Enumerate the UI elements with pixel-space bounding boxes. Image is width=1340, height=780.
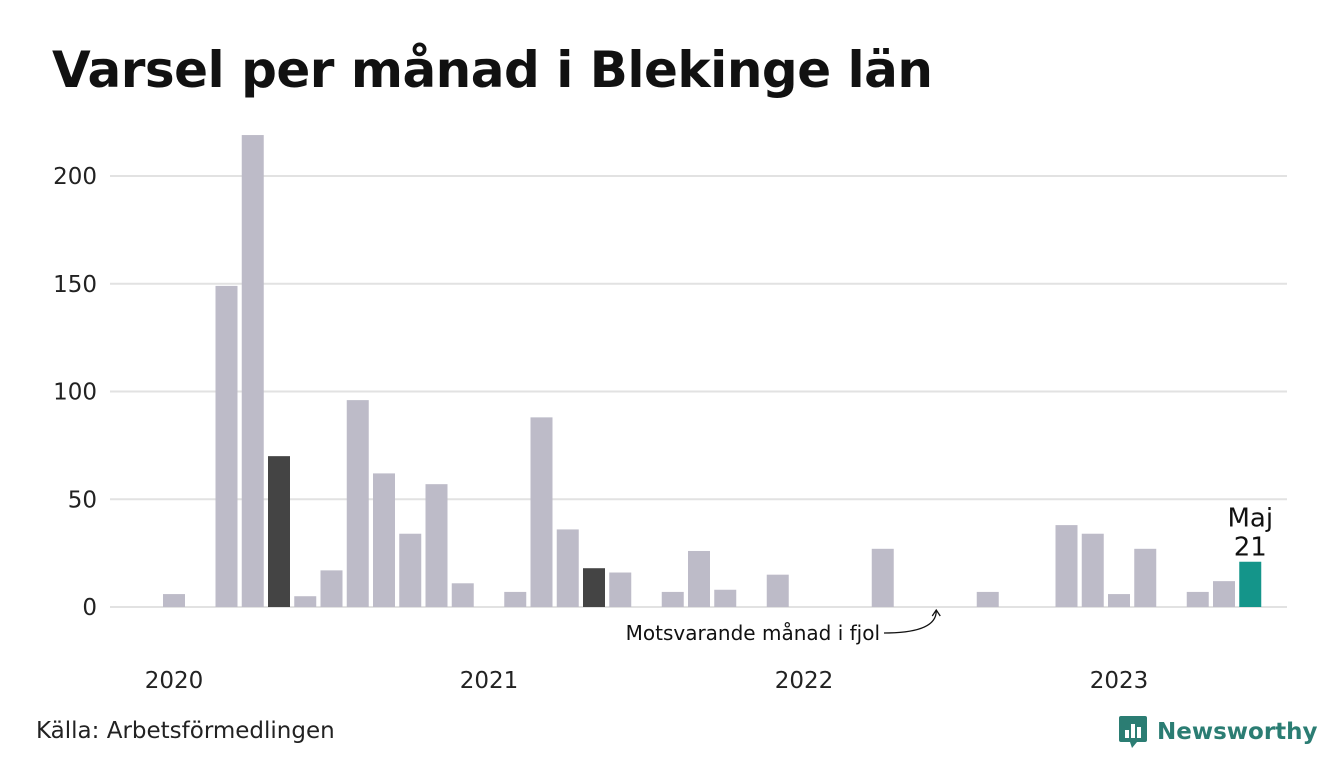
bar (163, 594, 185, 607)
y-axis-tick-labels: 0 50 100 150 200 (53, 164, 97, 621)
bar (871, 548, 894, 607)
x-axis-tick-labels: 2020 2021 2022 2023 (145, 668, 1149, 694)
bar (399, 533, 422, 607)
bar (1055, 525, 1078, 607)
bar (373, 473, 395, 607)
x-tick-label: 2022 (775, 668, 834, 694)
bar-previous-year (583, 568, 605, 607)
bar (215, 285, 238, 607)
annotation-arrow (883, 610, 937, 634)
bar (451, 583, 474, 607)
brand-name: Newsworthy (1157, 719, 1318, 745)
y-tick-label: 100 (53, 380, 97, 406)
bar (530, 417, 553, 607)
bar (976, 591, 999, 607)
chart-title: Varsel per månad i Blekinge län (52, 41, 933, 99)
bar (556, 529, 579, 607)
x-tick-label: 2020 (145, 668, 204, 694)
bar (714, 589, 737, 607)
bar (688, 550, 710, 607)
y-tick-label: 50 (68, 487, 97, 513)
highlight-month-label: Maj (1227, 504, 1273, 534)
bar-previous-year (268, 456, 290, 607)
bar-highlighted (1239, 561, 1262, 607)
bar (346, 400, 369, 607)
newsworthy-logo-icon (1119, 716, 1147, 748)
bar (1186, 591, 1209, 607)
bar (241, 135, 264, 607)
bar (609, 572, 632, 607)
bar (766, 574, 789, 607)
bar (661, 591, 684, 607)
y-tick-label: 150 (53, 272, 97, 298)
y-tick-label: 0 (82, 595, 97, 621)
bar (1108, 594, 1130, 607)
annotation-arrowhead (931, 608, 941, 617)
highlight-value-label: 21 (1234, 533, 1267, 563)
bar (425, 484, 448, 607)
x-tick-label: 2021 (460, 668, 519, 694)
bar (320, 570, 343, 607)
bar (1081, 533, 1104, 607)
source-credit: Källa: Arbetsförmedlingen (36, 718, 335, 744)
x-tick-label: 2023 (1090, 668, 1149, 694)
y-tick-label: 200 (53, 164, 97, 190)
bar (294, 596, 317, 607)
bars (163, 135, 1262, 607)
bar (1134, 548, 1157, 607)
bar (1213, 581, 1235, 607)
previous-year-note: Motsvarande månad i fjol (626, 621, 880, 645)
bar (504, 591, 527, 607)
brand-logo: Newsworthy (1118, 712, 1318, 752)
